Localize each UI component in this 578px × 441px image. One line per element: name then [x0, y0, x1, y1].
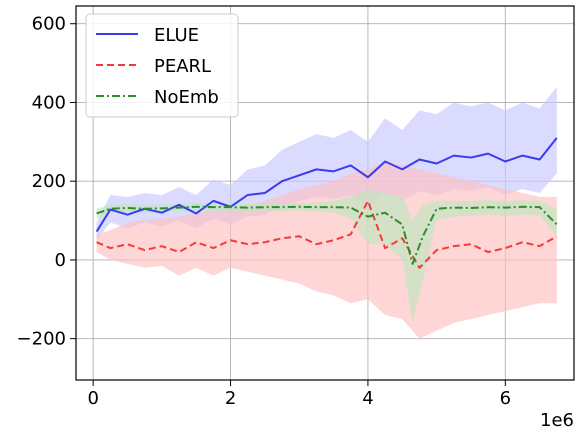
y-tick-label: 200: [32, 171, 66, 192]
legend-label-noemb: NoEmb: [154, 87, 219, 108]
y-tick-label: −200: [17, 329, 66, 350]
x-tick-label: 4: [362, 388, 373, 409]
x-tick-label: 0: [87, 388, 98, 409]
series-line-pearl: [96, 199, 558, 269]
y-tick-label: 600: [32, 14, 66, 35]
band-pearl: [96, 161, 557, 339]
legend: ELUE PEARL NoEmb: [85, 13, 239, 118]
axis-ticks: 0 2 4 6 −200 0 200 400 600: [17, 14, 511, 409]
y-tick-label: 0: [55, 250, 66, 271]
x-tick-label: 6: [500, 388, 511, 409]
band-noemb: [96, 189, 557, 323]
series-line-noemb: [96, 205, 558, 265]
confidence-bands: [96, 86, 557, 339]
legend-label-elue: ELUE: [154, 25, 199, 46]
x-axis-offset-label: 1e6: [540, 410, 574, 431]
series-lines: [95, 137, 558, 269]
legend-label-pearl: PEARL: [154, 56, 211, 77]
series-line-elue: [95, 137, 558, 233]
legend-box: [85, 13, 239, 118]
x-tick-label: 2: [225, 388, 236, 409]
plot-frame: [75, 5, 575, 381]
y-tick-label: 400: [32, 92, 66, 113]
